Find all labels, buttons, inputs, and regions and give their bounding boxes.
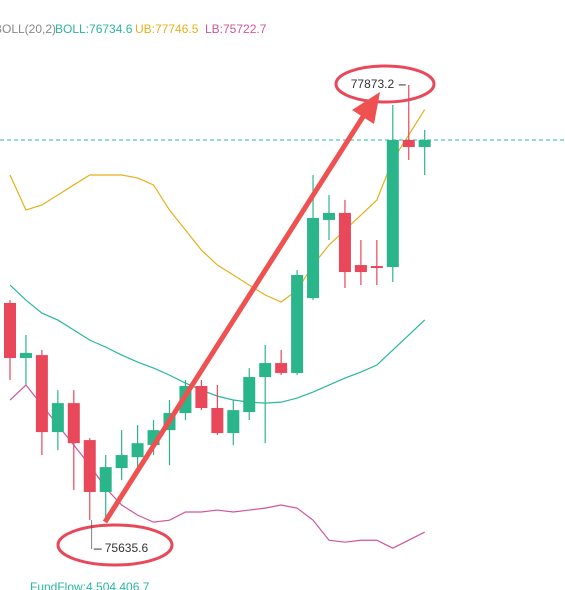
- footer: FundFlow:4,504,406.7: [30, 580, 150, 590]
- trend-arrow: [102, 110, 369, 524]
- candle-body: [354, 265, 367, 273]
- candle-body: [243, 377, 256, 413]
- candle-body: [19, 352, 32, 359]
- candle-body: [115, 455, 128, 469]
- band-line: [9, 384, 425, 549]
- band-line: [9, 109, 426, 303]
- candle-body: [131, 443, 144, 458]
- low-ellipse: [56, 523, 174, 567]
- candle-body: [83, 440, 96, 492]
- legend-entry: BOLL:76734.6: [55, 22, 133, 36]
- candle-body: [291, 274, 304, 373]
- candle-body: [35, 355, 48, 433]
- candle-body: [386, 140, 399, 267]
- candle-body: [227, 410, 240, 434]
- low-label: 75635.6: [105, 541, 149, 555]
- indicator-label: BOLL(20,2): [0, 22, 56, 36]
- high-label: 77873.2: [351, 77, 395, 91]
- candle-body: [51, 403, 64, 433]
- candle-body: [67, 403, 80, 444]
- legend-entry: LB:75722.7: [205, 22, 267, 36]
- arrow-head: [352, 92, 380, 124]
- candle-body: [370, 266, 383, 269]
- high-ellipse: [334, 64, 436, 104]
- candle-body: [307, 217, 320, 299]
- legend-entry: UB:77746.5: [135, 22, 199, 36]
- candle-body: [402, 140, 415, 148]
- candle-body: [99, 467, 112, 492]
- candle-body: [259, 363, 272, 378]
- candle-body: [323, 212, 335, 220]
- candle-body: [338, 212, 351, 273]
- candle-body: [195, 386, 208, 408]
- annotations: [56, 64, 436, 567]
- candle-body: [211, 407, 224, 434]
- candle-body: [418, 140, 431, 148]
- candle-body: [275, 363, 288, 373]
- candle-body: [4, 302, 16, 359]
